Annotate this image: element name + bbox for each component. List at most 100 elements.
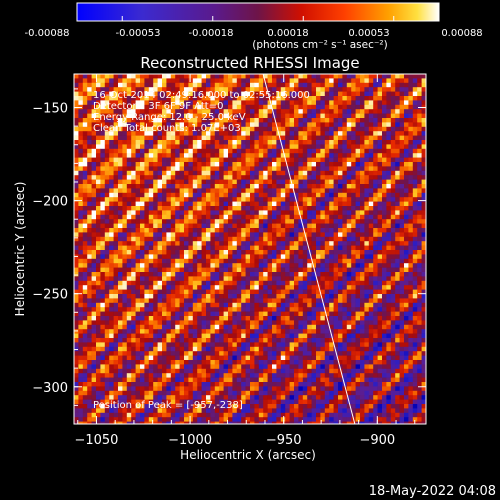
heatmap-cell — [78, 329, 84, 334]
heatmap-cell — [320, 232, 326, 238]
heatmap-cell — [342, 192, 348, 198]
heatmap-cell — [338, 280, 343, 286]
heatmap-cell — [355, 324, 361, 330]
heatmap-cell — [254, 320, 260, 326]
heatmap-cell — [170, 148, 176, 154]
heatmap-cell — [184, 148, 189, 154]
heatmap-cell — [109, 285, 114, 290]
heatmap-cell — [399, 338, 405, 343]
heatmap-cell — [399, 263, 405, 268]
heatmap-cell — [206, 109, 211, 114]
heatmap-cell — [285, 228, 290, 233]
heatmap-cell — [267, 122, 273, 128]
heatmap-cell — [223, 267, 229, 273]
heatmap-cell — [263, 122, 268, 128]
heatmap-cell — [373, 280, 378, 286]
heatmap-cell — [96, 122, 101, 128]
heatmap-cell — [285, 109, 290, 114]
heatmap-cell — [263, 245, 268, 251]
heatmap-cell — [316, 122, 321, 128]
heatmap-cell — [87, 157, 92, 163]
heatmap-cell — [311, 307, 317, 312]
heatmap-cell — [368, 144, 374, 150]
heatmap-cell — [148, 258, 154, 264]
heatmap-cell — [126, 294, 132, 299]
heatmap-cell — [408, 144, 414, 150]
heatmap-cell — [192, 263, 198, 268]
heatmap-cell — [320, 307, 326, 312]
heatmap-cell — [280, 333, 286, 339]
heatmap-cell — [135, 236, 141, 242]
heatmap-cell — [346, 210, 352, 216]
heatmap-cell — [351, 258, 356, 264]
heatmap-cell — [263, 192, 268, 198]
heatmap-cell — [302, 241, 308, 246]
heatmap-cell — [175, 241, 180, 246]
heatmap-cell — [390, 254, 396, 260]
heatmap-cell — [118, 285, 123, 290]
heatmap-cell — [316, 232, 321, 238]
heatmap-cell — [364, 157, 370, 163]
heatmap-cell — [316, 210, 321, 216]
heatmap-cell — [214, 241, 220, 246]
heatmap-cell — [399, 96, 405, 101]
heatmap-cell — [219, 320, 224, 326]
heatmap-cell — [131, 109, 136, 114]
heatmap-cell — [144, 87, 150, 92]
heatmap-cell — [390, 311, 396, 317]
heatmap-cell — [329, 140, 334, 145]
heatmap-cell — [368, 104, 374, 110]
heatmap-cell — [157, 307, 163, 312]
heatmap-cell — [188, 294, 194, 299]
heatmap-cell — [82, 175, 88, 180]
heatmap-cell — [368, 276, 374, 282]
heatmap-cell — [355, 263, 361, 268]
heatmap-cell — [157, 96, 163, 101]
heatmap-cell — [285, 280, 290, 286]
heatmap-cell — [368, 162, 374, 167]
heatmap-cell — [263, 298, 268, 304]
heatmap-cell — [113, 263, 119, 268]
heatmap-cell — [267, 289, 273, 295]
heatmap-cell — [254, 228, 260, 233]
heatmap-cell — [236, 82, 242, 88]
heatmap-cell — [210, 157, 216, 163]
heatmap-cell — [175, 236, 180, 242]
heatmap-cell — [276, 100, 282, 106]
heatmap-cell — [166, 166, 172, 172]
heatmap-cell — [307, 219, 312, 224]
heatmap-cell — [250, 311, 255, 317]
heatmap-cell — [395, 91, 400, 97]
heatmap-cell — [342, 184, 348, 189]
heatmap-cell — [417, 113, 422, 119]
heatmap-cell — [188, 113, 194, 119]
heatmap-cell — [254, 166, 260, 172]
heatmap-cell — [421, 166, 426, 172]
heatmap-cell — [320, 140, 326, 145]
heatmap-cell — [355, 87, 361, 92]
heatmap-cell — [421, 294, 426, 299]
heatmap-cell — [342, 263, 348, 268]
heatmap-cell — [329, 166, 334, 172]
heatmap-cell — [307, 201, 312, 207]
heatmap-cell — [399, 258, 405, 264]
heatmap-cell — [175, 210, 180, 216]
heatmap-cell — [263, 87, 268, 92]
heatmap-cell — [96, 223, 101, 229]
heatmap-cell — [228, 78, 233, 84]
heatmap-cell — [316, 311, 321, 317]
heatmap-cell — [166, 245, 172, 251]
heatmap-cell — [320, 122, 326, 128]
heatmap-cell — [175, 338, 180, 343]
heatmap-cell — [338, 289, 343, 295]
heatmap-cell — [390, 329, 396, 334]
heatmap-cell — [82, 241, 88, 246]
heatmap-cell — [355, 135, 361, 141]
heatmap-cell — [298, 100, 304, 106]
heatmap-cell — [82, 113, 88, 119]
heatmap-cell — [241, 118, 246, 123]
heatmap-cell — [228, 219, 233, 224]
heatmap-cell — [192, 170, 198, 176]
heatmap-cell — [399, 131, 405, 136]
heatmap-cell — [360, 294, 365, 299]
